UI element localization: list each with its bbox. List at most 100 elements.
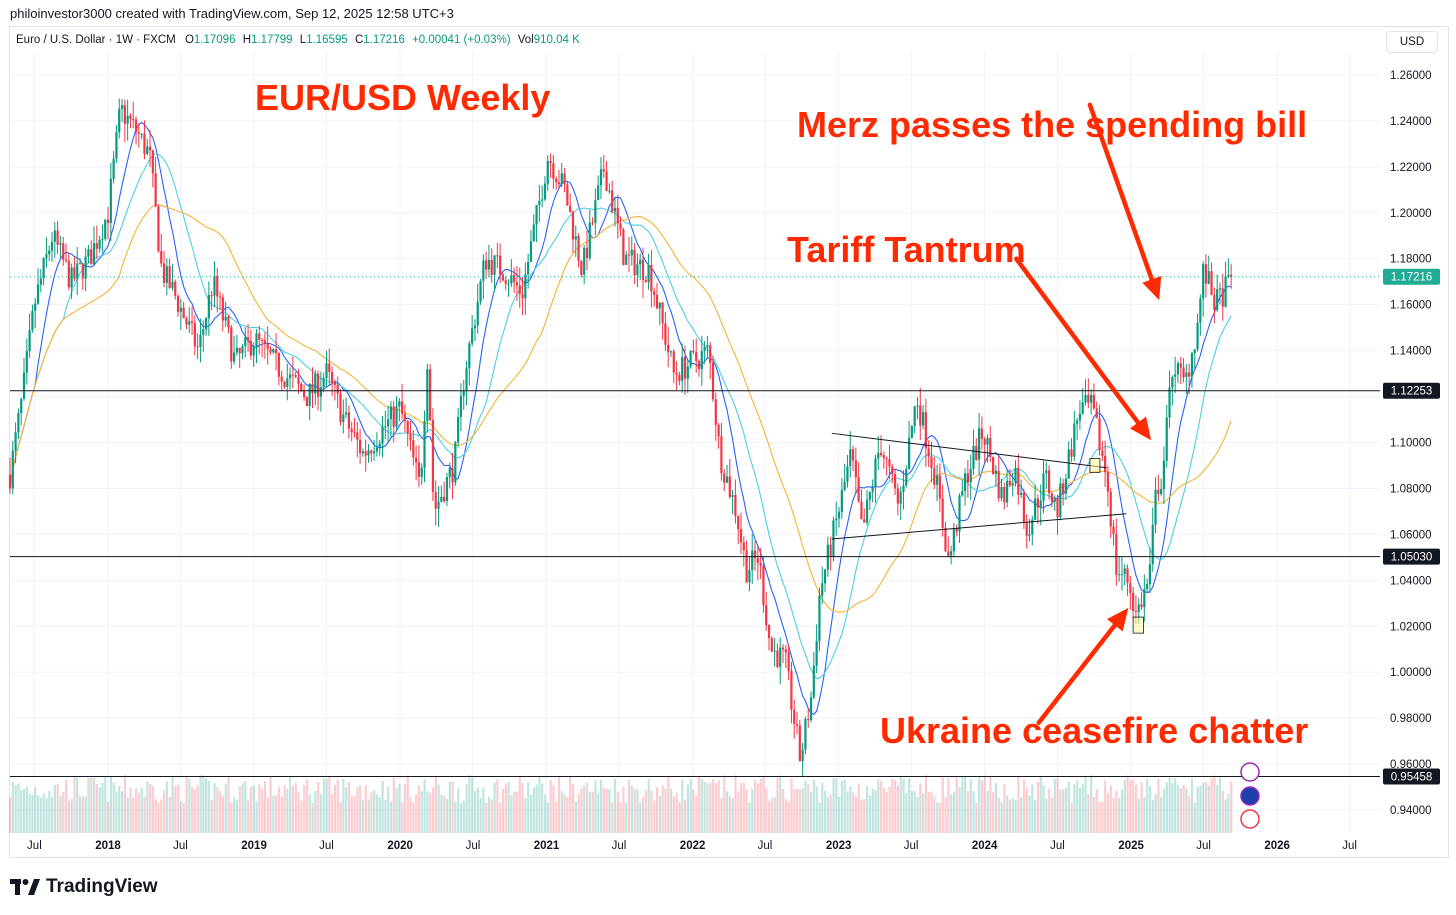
candle-body[interactable] <box>457 416 460 443</box>
candle-body[interactable] <box>571 212 575 240</box>
candle-body[interactable] <box>134 119 138 133</box>
candle-body[interactable] <box>742 542 745 551</box>
candle-body[interactable] <box>1179 363 1182 368</box>
candle-body[interactable] <box>412 440 415 458</box>
candle-body[interactable] <box>188 321 191 325</box>
candle-body[interactable] <box>31 310 34 331</box>
candle-body[interactable] <box>983 438 986 445</box>
candle-body[interactable] <box>160 251 163 264</box>
candle-body[interactable] <box>123 105 126 124</box>
candle-body[interactable] <box>20 398 23 414</box>
candle-body[interactable] <box>1115 534 1118 576</box>
candle-body[interactable] <box>958 495 961 532</box>
candle-body[interactable] <box>672 351 675 373</box>
candle-body[interactable] <box>384 426 387 428</box>
candle-body[interactable] <box>132 119 135 121</box>
candle-body[interactable] <box>569 205 572 213</box>
candle-body[interactable] <box>907 437 911 470</box>
candle-body[interactable] <box>294 375 297 377</box>
candle-body[interactable] <box>1176 363 1180 375</box>
candle-body[interactable] <box>955 528 958 532</box>
candle-body[interactable] <box>1213 295 1216 311</box>
candle-body[interactable] <box>196 346 199 348</box>
candle-body[interactable] <box>339 393 342 422</box>
annotation-arrow-line[interactable] <box>1036 622 1118 725</box>
candle-body[interactable] <box>851 449 855 461</box>
candle-body[interactable] <box>941 498 944 528</box>
candle-body[interactable] <box>115 132 118 159</box>
candle-body[interactable] <box>1045 470 1048 474</box>
candle-body[interactable] <box>1174 374 1177 377</box>
candle-body[interactable] <box>896 488 899 504</box>
candle-body[interactable] <box>675 372 678 375</box>
candle-body[interactable] <box>1067 449 1070 479</box>
candle-body[interactable] <box>1137 604 1140 612</box>
candle-body[interactable] <box>28 330 31 352</box>
candle-body[interactable] <box>448 468 451 478</box>
candle-body[interactable] <box>1106 472 1110 492</box>
candle-body[interactable] <box>681 356 684 381</box>
candle-body[interactable] <box>227 316 230 328</box>
candle-body[interactable] <box>1123 568 1126 575</box>
candle-body[interactable] <box>387 419 390 427</box>
candle-body[interactable] <box>1118 574 1121 576</box>
candle-body[interactable] <box>986 437 989 445</box>
candle-body[interactable] <box>513 275 516 283</box>
candle-body[interactable] <box>269 348 272 353</box>
candle-body[interactable] <box>235 347 238 353</box>
candle-body[interactable] <box>1196 322 1199 350</box>
candle-body[interactable] <box>344 412 348 415</box>
candle-body[interactable] <box>493 255 496 275</box>
candle-body[interactable] <box>140 133 143 135</box>
candle-body[interactable] <box>961 491 964 496</box>
candle-body[interactable] <box>359 439 362 454</box>
candle-body[interactable] <box>849 449 852 467</box>
candle-body[interactable] <box>1028 534 1031 536</box>
candle-body[interactable] <box>835 518 838 521</box>
candle-body[interactable] <box>1014 468 1017 484</box>
candle-body[interactable] <box>977 428 981 460</box>
tradingview-logo[interactable]: TradingView <box>10 876 158 898</box>
candle-body[interactable] <box>487 259 491 270</box>
candle-body[interactable] <box>927 448 930 457</box>
candle-body[interactable] <box>1070 449 1073 457</box>
candle-body[interactable] <box>840 489 843 512</box>
candle-body[interactable] <box>148 146 152 151</box>
candle-body[interactable] <box>541 199 544 201</box>
candle-body[interactable] <box>1182 367 1185 378</box>
candle-body[interactable] <box>737 516 740 530</box>
candle-body[interactable] <box>644 279 647 283</box>
candle-body[interactable] <box>370 450 373 454</box>
candle-body[interactable] <box>991 456 995 474</box>
candle-body[interactable] <box>728 476 731 497</box>
candle-body[interactable] <box>594 200 597 223</box>
candle-body[interactable] <box>1033 498 1037 520</box>
candle-body[interactable] <box>538 200 541 206</box>
candle-body[interactable] <box>1078 413 1082 421</box>
candle-body[interactable] <box>658 302 661 309</box>
candle-body[interactable] <box>118 108 121 133</box>
candle-body[interactable] <box>613 208 617 212</box>
candle-body[interactable] <box>1188 372 1191 377</box>
candle-body[interactable] <box>232 352 236 362</box>
candle-body[interactable] <box>622 229 625 265</box>
candle-body[interactable] <box>375 447 379 452</box>
candle-body[interactable] <box>174 281 177 296</box>
candle-body[interactable] <box>818 595 821 641</box>
candle-body[interactable] <box>521 294 524 299</box>
candle-body[interactable] <box>353 432 356 434</box>
candle-body[interactable] <box>717 424 720 437</box>
candle-body[interactable] <box>451 468 454 483</box>
candle-body[interactable] <box>1062 483 1065 494</box>
candle-body[interactable] <box>885 458 888 460</box>
candle-body[interactable] <box>725 476 729 483</box>
candle-body[interactable] <box>1171 376 1174 388</box>
candle-body[interactable] <box>1008 480 1011 486</box>
annotation-arrow-line[interactable] <box>1014 256 1141 425</box>
candle-body[interactable] <box>787 652 790 672</box>
candle-body[interactable] <box>1146 584 1149 589</box>
candle-body[interactable] <box>947 551 950 556</box>
candle-body[interactable] <box>67 260 70 288</box>
candle-body[interactable] <box>64 259 68 261</box>
candle-body[interactable] <box>874 458 877 487</box>
